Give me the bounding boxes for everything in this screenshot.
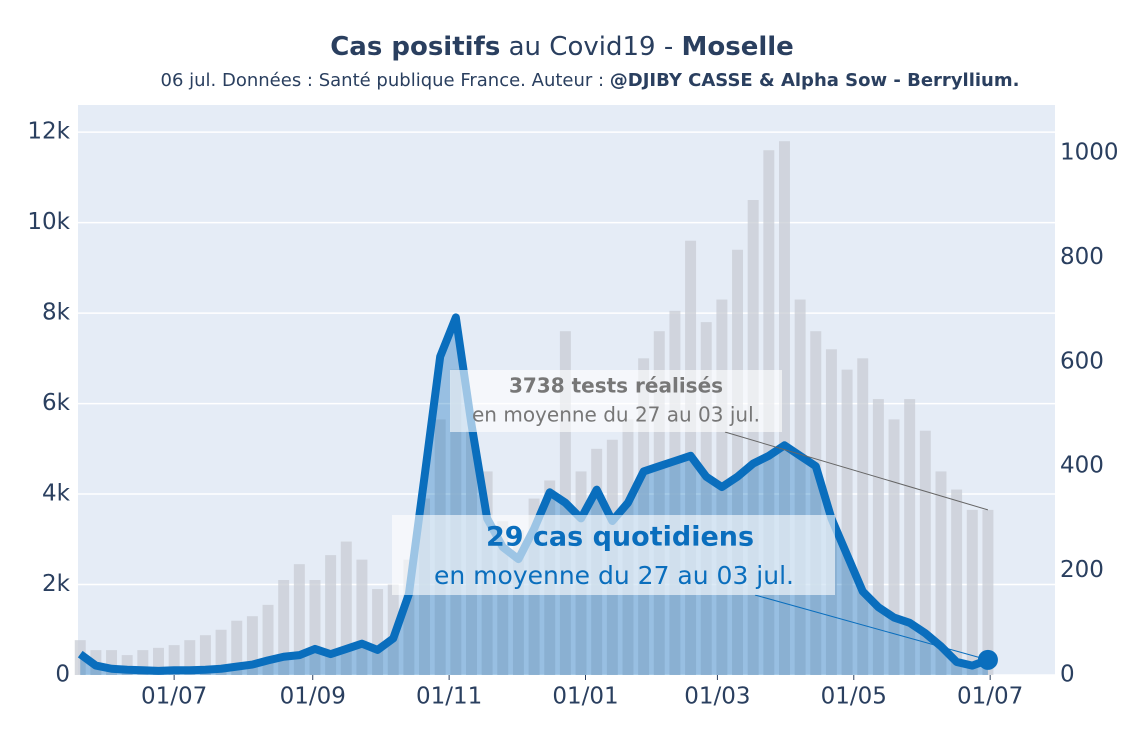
test-bar bbox=[794, 299, 806, 675]
subtitle-part: @DJIBY CASSE & Alpha Sow - Berryllium. bbox=[610, 70, 1020, 91]
title-part: Moselle bbox=[681, 32, 793, 62]
x-tick-label: 01/09 bbox=[280, 684, 346, 710]
test-bar bbox=[919, 430, 931, 675]
test-bar bbox=[747, 200, 759, 675]
test-bar bbox=[857, 358, 869, 675]
x-tick-label: 01/01 bbox=[552, 684, 618, 710]
test-bar bbox=[356, 559, 368, 675]
chart-title: Cas positifs au Covid19 - Moselle bbox=[330, 32, 794, 62]
test-bar bbox=[653, 331, 665, 675]
test-bar bbox=[512, 530, 524, 675]
test-bar bbox=[669, 310, 681, 675]
y-tick-label: 12k bbox=[27, 119, 70, 145]
test-bar bbox=[779, 141, 790, 675]
y2-tick-label: 400 bbox=[1060, 453, 1104, 479]
test-bar bbox=[137, 650, 149, 675]
test-bar bbox=[841, 369, 853, 675]
y2-tick-label: 0 bbox=[1060, 662, 1075, 688]
test-bar bbox=[872, 399, 884, 675]
subtitle-part: 06 jul. Données : Santé publique France.… bbox=[161, 70, 610, 91]
test-bar bbox=[121, 655, 133, 675]
test-bar bbox=[106, 650, 118, 675]
test-bar bbox=[700, 322, 712, 675]
test-bar bbox=[278, 580, 290, 675]
test-bar bbox=[246, 616, 258, 675]
y-tick-label: 0 bbox=[55, 662, 70, 688]
test-bar bbox=[168, 645, 180, 675]
y2-tick-label: 600 bbox=[1060, 348, 1104, 374]
y-tick-label: 4k bbox=[42, 481, 71, 507]
test-bar bbox=[231, 620, 243, 675]
y-tick-label: 10k bbox=[27, 209, 70, 235]
title-part: au Covid19 - bbox=[500, 32, 681, 62]
annotations: 3738 tests réalisés en moyenne du 27 au 0… bbox=[392, 370, 989, 661]
chart-subtitle: 06 jul. Données : Santé publique France.… bbox=[161, 70, 1020, 91]
test-bar bbox=[184, 640, 196, 675]
test-bar bbox=[888, 419, 900, 675]
y-tick-label: 2k bbox=[42, 571, 71, 597]
test-bar bbox=[935, 471, 947, 675]
annotation-text: en moyenne du 27 au 03 jul. bbox=[434, 561, 794, 590]
test-bar bbox=[951, 489, 963, 675]
test-bar bbox=[199, 635, 211, 675]
test-bar bbox=[309, 580, 321, 675]
y-tick-label: 8k bbox=[42, 300, 71, 326]
annotation-title: 29 cas quotidiens bbox=[486, 522, 754, 553]
test-bar bbox=[904, 399, 916, 675]
y-tick-label: 6k bbox=[42, 390, 71, 416]
test-bar bbox=[732, 249, 744, 675]
title-part: Cas positifs bbox=[330, 32, 500, 62]
test-bar bbox=[497, 521, 509, 675]
test-bar bbox=[982, 509, 994, 675]
annotation-box bbox=[392, 515, 835, 595]
test-bar bbox=[153, 647, 164, 675]
test-bar bbox=[262, 604, 274, 675]
test-bar bbox=[966, 509, 978, 675]
test-bar bbox=[403, 559, 415, 675]
annotation-box bbox=[450, 370, 782, 432]
annotation-text: en moyenne du 27 au 03 jul. bbox=[472, 403, 760, 427]
y2-tick-label: 1000 bbox=[1060, 140, 1119, 166]
annotation-arrow bbox=[754, 594, 989, 661]
y2-tick-label: 800 bbox=[1060, 244, 1104, 270]
x-tick-label: 01/03 bbox=[684, 684, 750, 710]
test-bar bbox=[215, 629, 227, 675]
annotation-arrow bbox=[724, 431, 989, 511]
test-bar bbox=[293, 564, 305, 675]
annotation-title: 3738 tests réalisés bbox=[509, 374, 723, 398]
x-tick-label: 01/11 bbox=[416, 684, 482, 710]
x-tick-label: 01/07 bbox=[957, 684, 1023, 710]
test-bar bbox=[340, 541, 352, 675]
y2-tick-label: 200 bbox=[1060, 557, 1104, 583]
test-bar bbox=[325, 555, 337, 675]
test-bar bbox=[372, 589, 384, 675]
test-bar bbox=[810, 331, 822, 675]
x-tick-label: 01/07 bbox=[141, 684, 207, 710]
x-tick-label: 01/05 bbox=[821, 684, 887, 710]
